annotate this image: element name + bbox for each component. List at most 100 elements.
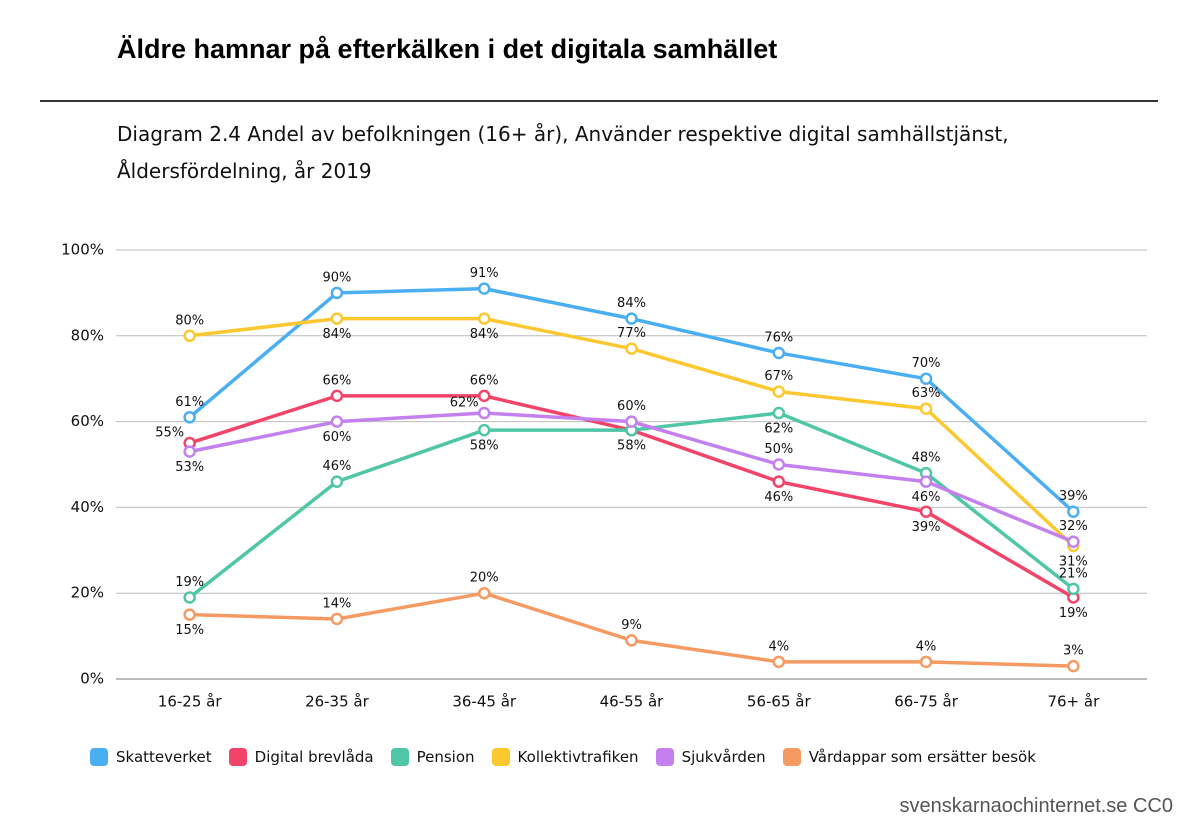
data-label: 4% <box>768 639 789 654</box>
point <box>772 475 786 488</box>
legend-label: Kollektivtrafiken <box>517 748 639 766</box>
data-label: 84% <box>617 296 646 311</box>
point <box>183 411 196 424</box>
data-label: 14% <box>322 596 351 611</box>
legend-item: Sjukvården <box>655 748 766 766</box>
point <box>330 389 344 403</box>
x-tick-label: 46-55 år <box>600 693 665 711</box>
legend-swatch <box>90 748 108 766</box>
data-label: 66% <box>322 373 351 388</box>
data-label: 39% <box>912 520 941 535</box>
legend-label: Pension <box>416 748 475 766</box>
point <box>919 505 933 518</box>
point <box>919 475 933 488</box>
data-label: 53% <box>175 460 204 475</box>
data-label: 15% <box>175 623 204 638</box>
legend-label: Sjukvården <box>681 748 766 766</box>
chart: 0% 20% 40% 60% 80% 100% 16-25 år 26-35 år 36-45 … <box>61 241 1147 711</box>
data-label: 66% <box>470 373 499 388</box>
point <box>772 655 786 669</box>
data-label: 39% <box>1059 489 1088 504</box>
data-label: 80% <box>175 313 204 328</box>
point <box>477 423 491 437</box>
point <box>477 586 491 600</box>
legend-swatch <box>390 748 409 766</box>
point <box>1067 659 1080 673</box>
legend-item: Pension <box>390 748 475 766</box>
point <box>477 312 491 325</box>
point <box>919 372 933 385</box>
legend-label: Skatteverket <box>116 748 212 766</box>
point <box>183 608 196 621</box>
chart-title: Äldre hamnar på efterkälken i det digita… <box>117 34 778 64</box>
point <box>330 415 344 428</box>
divider <box>40 100 1158 102</box>
data-label: 62% <box>764 422 793 437</box>
point <box>919 402 933 415</box>
data-label: 58% <box>617 439 646 454</box>
data-label: 77% <box>617 326 646 341</box>
point <box>477 406 491 420</box>
x-tick-label: 36-45 år <box>452 693 517 711</box>
y-tick-label: 100% <box>61 241 104 259</box>
point <box>330 286 344 300</box>
y-tick-label: 60% <box>71 412 104 430</box>
x-tick-label: 66-75 år <box>894 693 959 711</box>
data-label: 62% <box>450 396 479 411</box>
point <box>183 591 196 604</box>
data-label: 58% <box>470 439 499 454</box>
data-label: 46% <box>764 490 793 505</box>
point <box>1067 505 1080 518</box>
data-label: 9% <box>621 618 642 633</box>
data-label: 63% <box>912 386 941 401</box>
x-tick-label: 56-65 år <box>747 693 812 711</box>
legend-item: Vårdappar som ersätter besök <box>782 748 1036 766</box>
data-label: 19% <box>1059 606 1088 621</box>
legend-swatch <box>491 748 510 766</box>
legend-swatch <box>228 748 247 766</box>
point <box>183 329 196 343</box>
point <box>625 342 638 355</box>
point <box>1067 535 1080 548</box>
data-label: 84% <box>470 327 499 342</box>
data-label: 61% <box>175 395 204 410</box>
legend-label: Digital brevlåda <box>254 748 374 766</box>
point <box>772 385 786 398</box>
legend-swatch <box>782 748 801 766</box>
data-label: 76% <box>764 330 793 345</box>
data-label: 55% <box>155 426 184 441</box>
data-label: 67% <box>764 369 793 384</box>
data-label: 31% <box>1059 555 1088 570</box>
data-label: 3% <box>1063 644 1084 659</box>
y-tick-label: 80% <box>71 326 104 344</box>
point <box>330 612 344 626</box>
point <box>919 655 933 669</box>
data-label: 91% <box>470 266 499 281</box>
point <box>330 312 344 325</box>
legend-item: Skatteverket <box>90 748 212 766</box>
data-label: 19% <box>175 575 204 590</box>
data-label: 4% <box>916 639 937 654</box>
point <box>477 389 491 403</box>
data-label: 84% <box>322 327 351 342</box>
point <box>772 458 786 471</box>
x-tick-label: 76+ år <box>1047 693 1100 711</box>
data-label: 20% <box>470 571 499 586</box>
legend-label: Vårdappar som ersätter besök <box>808 748 1036 766</box>
legend-item: Digital brevlåda <box>228 748 374 766</box>
y-tick-label: 20% <box>71 584 104 602</box>
point <box>772 346 786 360</box>
legend-swatch <box>655 748 674 766</box>
point <box>625 415 638 428</box>
data-label: 21% <box>1059 566 1088 581</box>
point <box>625 312 638 325</box>
x-tick-label: 16-25 år <box>158 693 223 711</box>
y-tick-label: 0% <box>80 670 104 688</box>
data-label: 48% <box>912 451 941 466</box>
legend-item: Kollektivtrafiken <box>491 748 639 766</box>
point <box>183 445 196 458</box>
data-label: 60% <box>322 430 351 445</box>
legend: Skatteverket Digital brevlåda Pension Kolle… <box>90 748 1036 766</box>
y-tick-label: 40% <box>71 498 104 516</box>
